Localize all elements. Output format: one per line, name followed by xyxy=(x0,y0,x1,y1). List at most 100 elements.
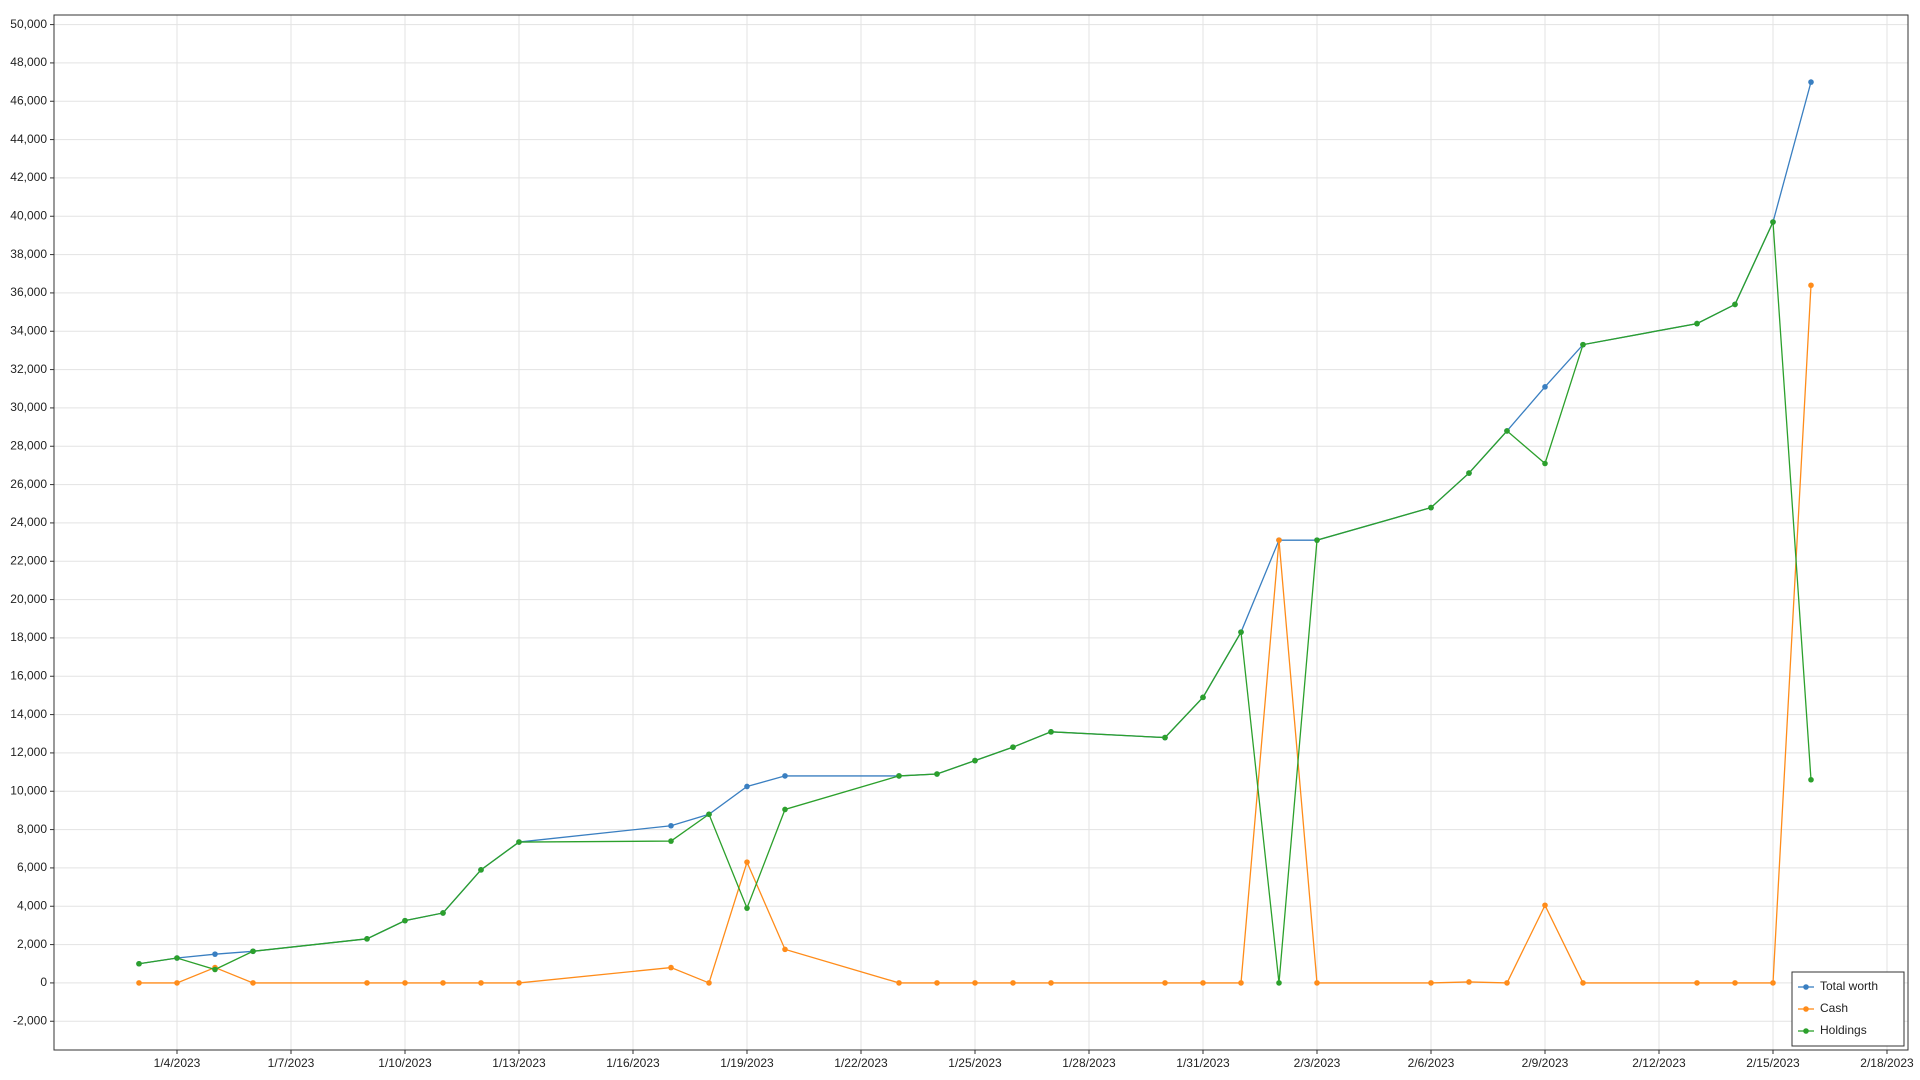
legend-label: Total worth xyxy=(1820,979,1878,993)
data-point xyxy=(972,757,978,764)
x-tick-label: 1/25/2023 xyxy=(948,1056,1002,1070)
data-point xyxy=(706,811,712,818)
series-line xyxy=(139,285,1812,984)
y-tick-label: 4,000 xyxy=(17,898,47,912)
data-point xyxy=(1504,428,1510,434)
data-point xyxy=(782,946,788,953)
plot-frame xyxy=(53,14,1909,1051)
data-point xyxy=(1238,629,1244,635)
y-tick-label: 0 xyxy=(40,975,47,989)
data-point xyxy=(174,980,180,986)
data-point xyxy=(1238,980,1244,986)
data-point xyxy=(1808,776,1814,783)
data-point xyxy=(1694,320,1700,327)
data-point xyxy=(1808,282,1814,289)
y-tick-label: 30,000 xyxy=(10,400,47,414)
data-point xyxy=(744,859,750,865)
data-point xyxy=(364,936,370,942)
legend-swatch-dot xyxy=(1803,984,1809,990)
x-tick-label: 1/19/2023 xyxy=(720,1056,774,1070)
x-tick-label: 1/4/2023 xyxy=(154,1056,201,1070)
data-point xyxy=(1466,979,1472,985)
data-point xyxy=(972,980,978,986)
data-point xyxy=(440,910,446,916)
data-point xyxy=(1048,729,1054,735)
data-point xyxy=(1542,460,1548,467)
data-point xyxy=(136,960,142,967)
y-tick-label: 48,000 xyxy=(10,55,47,69)
data-point xyxy=(516,839,522,845)
y-tick-label: 28,000 xyxy=(10,438,47,452)
y-tick-label: 6,000 xyxy=(17,860,47,874)
data-point xyxy=(1770,219,1776,225)
y-tick-label: 14,000 xyxy=(10,707,47,721)
data-point xyxy=(250,980,256,986)
data-point xyxy=(1010,980,1016,986)
x-tick-label: 2/15/2023 xyxy=(1746,1056,1800,1070)
data-point xyxy=(1162,980,1168,986)
y-tick-label: 26,000 xyxy=(10,477,47,491)
data-point xyxy=(1276,980,1282,986)
data-point xyxy=(668,838,674,844)
y-tick-label: 36,000 xyxy=(10,285,47,299)
data-point xyxy=(1428,504,1434,511)
data-point xyxy=(212,951,218,957)
y-tick-label: 38,000 xyxy=(10,247,47,261)
data-point xyxy=(402,980,408,986)
data-point xyxy=(1048,980,1054,986)
x-tick-label: 2/3/2023 xyxy=(1294,1056,1341,1070)
legend-label: Cash xyxy=(1820,1001,1848,1015)
data-point xyxy=(896,980,902,986)
data-point xyxy=(668,822,674,829)
data-point xyxy=(782,773,788,779)
data-point xyxy=(1314,980,1320,986)
y-tick-label: 20,000 xyxy=(10,592,47,606)
data-point xyxy=(1428,980,1434,986)
data-point xyxy=(782,806,788,813)
data-point xyxy=(1200,980,1206,986)
data-point xyxy=(516,980,522,986)
x-tick-label: 1/13/2023 xyxy=(492,1056,546,1070)
data-point xyxy=(744,905,750,911)
x-tick-label: 1/16/2023 xyxy=(606,1056,660,1070)
y-tick-label: 42,000 xyxy=(10,170,47,184)
y-tick-label: 34,000 xyxy=(10,323,47,337)
y-tick-label: 46,000 xyxy=(10,93,47,107)
data-point xyxy=(212,966,218,973)
y-tick-label: 22,000 xyxy=(10,553,47,567)
data-point xyxy=(1200,694,1206,701)
legend-label: Holdings xyxy=(1820,1023,1867,1037)
legend-swatch-dot xyxy=(1803,1028,1809,1034)
data-point xyxy=(706,980,712,986)
legend: Total worth Cash Holdings xyxy=(1791,971,1905,1047)
data-point xyxy=(250,948,256,955)
data-point xyxy=(668,964,674,971)
y-tick-label: 44,000 xyxy=(10,132,47,146)
y-tick-label: 32,000 xyxy=(10,362,47,376)
data-point xyxy=(440,980,446,986)
y-tick-label: 8,000 xyxy=(17,822,47,836)
x-tick-label: 2/9/2023 xyxy=(1522,1056,1569,1070)
data-point xyxy=(896,773,902,779)
data-point xyxy=(1466,470,1472,476)
x-tick-label: 1/28/2023 xyxy=(1062,1056,1116,1070)
data-point xyxy=(1580,980,1586,986)
x-tick-label: 1/31/2023 xyxy=(1176,1056,1230,1070)
data-point xyxy=(1732,980,1738,986)
grid: -2,000 0 2,000 4,000 6,000 8,000 10,000 12,000 1… xyxy=(10,15,1914,1070)
data-point xyxy=(364,980,370,986)
x-tick-label: 2/18/2023 xyxy=(1860,1056,1914,1070)
data-point xyxy=(1010,744,1016,750)
data-point xyxy=(478,980,484,986)
series-line xyxy=(138,221,1812,983)
y-tick-label: 12,000 xyxy=(10,745,47,759)
plot xyxy=(136,79,1814,986)
data-point xyxy=(1694,980,1700,986)
x-tick-label: 2/12/2023 xyxy=(1632,1056,1686,1070)
data-point xyxy=(1542,384,1548,390)
y-tick-label: 40,000 xyxy=(10,208,47,222)
x-tick-label: 1/10/2023 xyxy=(378,1056,432,1070)
data-point xyxy=(1770,980,1776,986)
